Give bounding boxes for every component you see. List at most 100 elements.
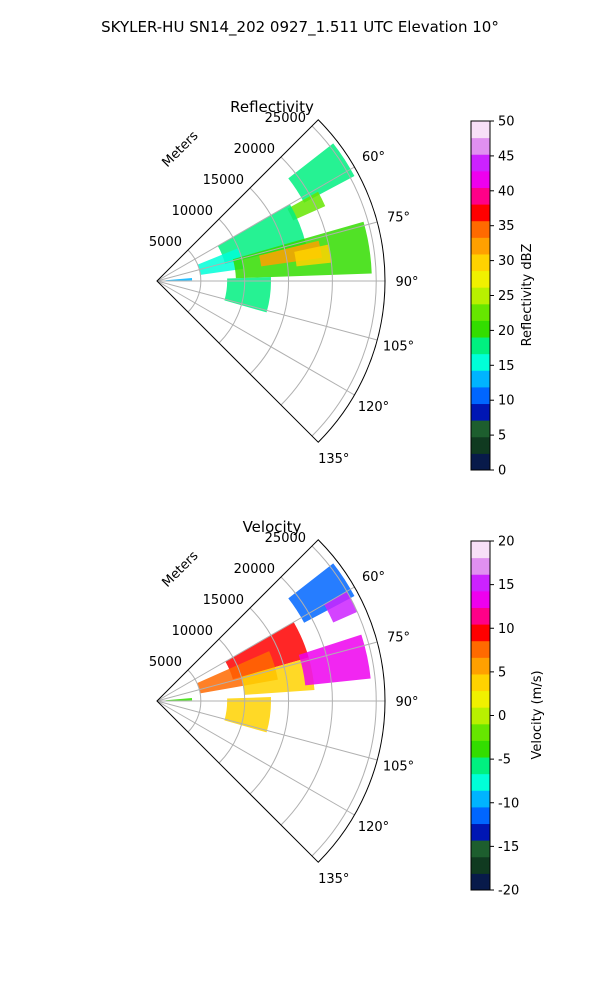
echo-region <box>288 143 355 203</box>
azimuth-tick-label: 135° <box>318 452 349 467</box>
colorbar-tick-label: 15 <box>498 359 515 374</box>
azimuth-tick-label: 120° <box>358 820 389 835</box>
range-tick-label: 10000 <box>172 624 213 639</box>
colorbar-segment <box>471 574 490 592</box>
colorbar-segment <box>471 237 490 255</box>
reflectivity-title: Reflectivity <box>230 98 314 116</box>
colorbar-tick-label: 20 <box>498 535 515 550</box>
range-tick-label: 10000 <box>172 204 213 219</box>
colorbar-tick-label: -20 <box>498 884 519 899</box>
echo-region <box>288 563 355 623</box>
azimuth-tick-label: 105° <box>383 340 414 355</box>
colorbar-segment <box>471 353 490 371</box>
reflectivity-colorbar-label: Reflectivity dBZ <box>520 244 535 347</box>
colorbar-segment <box>471 386 490 405</box>
echo-region <box>324 591 358 623</box>
colorbar-segment <box>471 270 490 288</box>
colorbar-segment <box>471 370 490 388</box>
azimuth-tick-label: 75° <box>387 210 410 225</box>
azimuth-tick-label: 60° <box>362 570 385 585</box>
colorbar-segment <box>471 624 490 642</box>
colorbar-segment <box>471 740 490 758</box>
reflectivity-azimuth-ticks: 60° 75° 90° 105° 120° 135° <box>318 150 418 467</box>
range-tick-label: 15000 <box>203 173 244 188</box>
range-tick-label: 20000 <box>234 142 275 157</box>
colorbar-segment <box>471 137 490 155</box>
colorbar-segment <box>471 657 490 675</box>
azimuth-line <box>156 700 378 761</box>
colorbar-tick-label: -10 <box>498 796 519 811</box>
echo-region <box>224 277 271 313</box>
velocity-panel: Velocity 5000 10000 15000 20000 25000 Meters… <box>149 518 545 899</box>
colorbar-tick-label: 45 <box>498 149 515 164</box>
colorbar-segment <box>471 840 490 858</box>
azimuth-tick-label: 90° <box>395 275 418 290</box>
colorbar-segment <box>471 757 490 775</box>
colorbar-segment <box>471 453 490 471</box>
colorbar-segment <box>471 557 490 575</box>
echo-region <box>197 248 244 275</box>
colorbar-segment <box>471 220 490 238</box>
range-tick-label: 5000 <box>149 235 182 250</box>
colorbar-segment <box>471 690 490 708</box>
echo-region <box>165 277 193 281</box>
reflectivity-range-ticks: 5000 10000 15000 20000 25000 <box>149 111 306 250</box>
reflectivity-echoes <box>165 143 372 313</box>
azimuth-tick-label: 120° <box>358 400 389 415</box>
colorbar-tick-label: 30 <box>498 254 515 269</box>
colorbar-segment <box>471 436 490 454</box>
azimuth-line <box>156 586 355 702</box>
reflectivity-colorbar: 0 5 10 15 20 25 30 35 40 45 50 <box>470 115 515 479</box>
colorbar-segment <box>471 673 490 692</box>
colorbar-tick-label: 15 <box>498 578 515 593</box>
colorbar-segment <box>471 773 490 791</box>
azimuth-line <box>156 221 378 282</box>
velocity-grid <box>156 539 386 863</box>
colorbar-segment <box>471 873 490 891</box>
velocity-range-label: Meters <box>160 548 202 590</box>
velocity-colorbar: -20 -15 -10 -5 0 5 10 15 20 <box>470 535 519 899</box>
colorbar-tick-label: 35 <box>498 219 515 234</box>
echo-region <box>298 634 371 686</box>
colorbar-segment <box>471 640 490 658</box>
colorbar-segment <box>471 204 490 222</box>
echo-region <box>165 697 193 701</box>
colorbar-segment <box>471 320 490 338</box>
reflectivity-panel: Reflectivity 5000 10000 15000 20000 25000 Me… <box>149 98 535 479</box>
colorbar-segment <box>471 856 490 874</box>
reflectivity-range-label: Meters <box>160 128 202 170</box>
azimuth-line <box>156 166 355 282</box>
colorbar-segment <box>471 303 490 321</box>
colorbar-segment <box>471 823 490 841</box>
colorbar-segment <box>471 723 490 741</box>
echo-region <box>294 244 332 267</box>
colorbar-tick-label: 40 <box>498 184 515 199</box>
colorbar-tick-label: 10 <box>498 394 515 409</box>
colorbar-tick-label: 10 <box>498 622 515 637</box>
azimuth-tick-label: 105° <box>383 760 414 775</box>
colorbar-segment <box>471 607 490 625</box>
colorbar-segment <box>471 337 490 355</box>
colorbar-segment <box>471 790 490 808</box>
echo-region <box>224 697 271 733</box>
velocity-range-ticks: 5000 10000 15000 20000 25000 <box>149 531 306 670</box>
colorbar-tick-label: 0 <box>498 464 506 479</box>
colorbar-tick-label: -5 <box>498 753 511 768</box>
azimuth-line <box>156 280 355 396</box>
colorbar-segment <box>471 287 490 305</box>
colorbar-tick-label: 25 <box>498 289 515 304</box>
azimuth-tick-label: 135° <box>318 872 349 887</box>
colorbar-tick-label: 5 <box>498 665 506 680</box>
range-tick-label: 25000 <box>265 531 306 546</box>
azimuth-tick-label: 75° <box>387 630 410 645</box>
colorbar-segment <box>471 806 490 825</box>
colorbar-segment <box>471 403 490 421</box>
velocity-colorbar-label: Velocity (m/s) <box>530 670 545 759</box>
colorbar-segment <box>471 420 490 438</box>
reflectivity-grid <box>156 119 386 443</box>
colorbar-segment <box>471 590 490 608</box>
colorbar-tick-label: -15 <box>498 840 519 855</box>
colorbar-tick-label: 50 <box>498 115 515 130</box>
azimuth-line <box>156 280 378 341</box>
